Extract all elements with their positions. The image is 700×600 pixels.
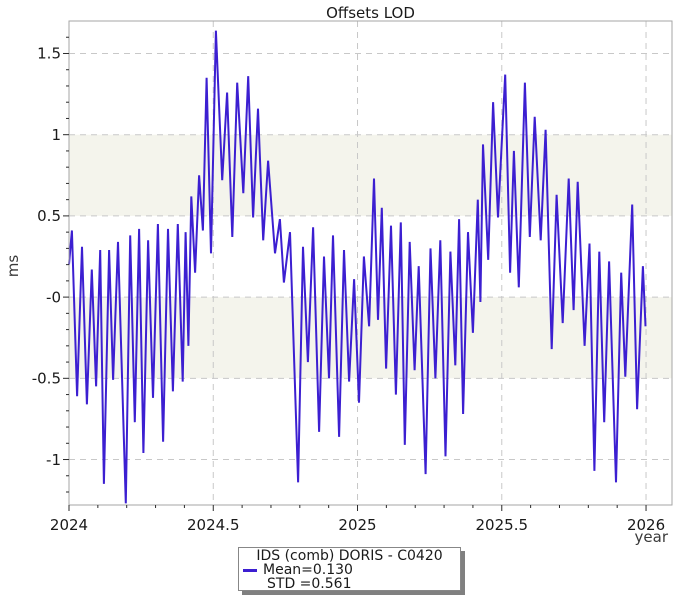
x-tick-label: 2024.5 (187, 516, 240, 534)
data-series-line (68, 30, 647, 504)
legend: IDS (comb) DORIS - C0420 Mean=0.130 STD … (238, 547, 461, 591)
line-sample-icon (243, 568, 257, 572)
y-tick-label: -1 (46, 451, 61, 469)
legend-mean-label: Mean=0.130 (263, 562, 353, 578)
x-tick-label: 2026 (627, 516, 665, 534)
y-tick-label: -0.5 (32, 370, 61, 388)
x-tick-label: 2025.5 (476, 516, 529, 534)
x-axis-label: year (634, 528, 668, 546)
legend-std-label: STD =0.561 (267, 576, 352, 592)
legend-series-title: IDS (comb) DORIS - C0420 (256, 548, 443, 564)
y-tick-label: 0.5 (37, 207, 61, 225)
y-axis-label: ms (4, 254, 23, 278)
legend-mean-row: Mean=0.130 (239, 563, 460, 577)
shaded-band (69, 134, 672, 216)
plot-border (68, 20, 673, 506)
chart-title: Offsets LOD (326, 4, 415, 22)
y-tick-label: 1 (51, 126, 61, 144)
x-tick-label: 2024 (50, 516, 88, 534)
y-tick-label: -0 (46, 288, 61, 306)
legend-std-row: STD =0.561 (239, 577, 460, 591)
y-tick-label: 1.5 (37, 45, 61, 63)
x-tick-label: 2025 (338, 516, 376, 534)
